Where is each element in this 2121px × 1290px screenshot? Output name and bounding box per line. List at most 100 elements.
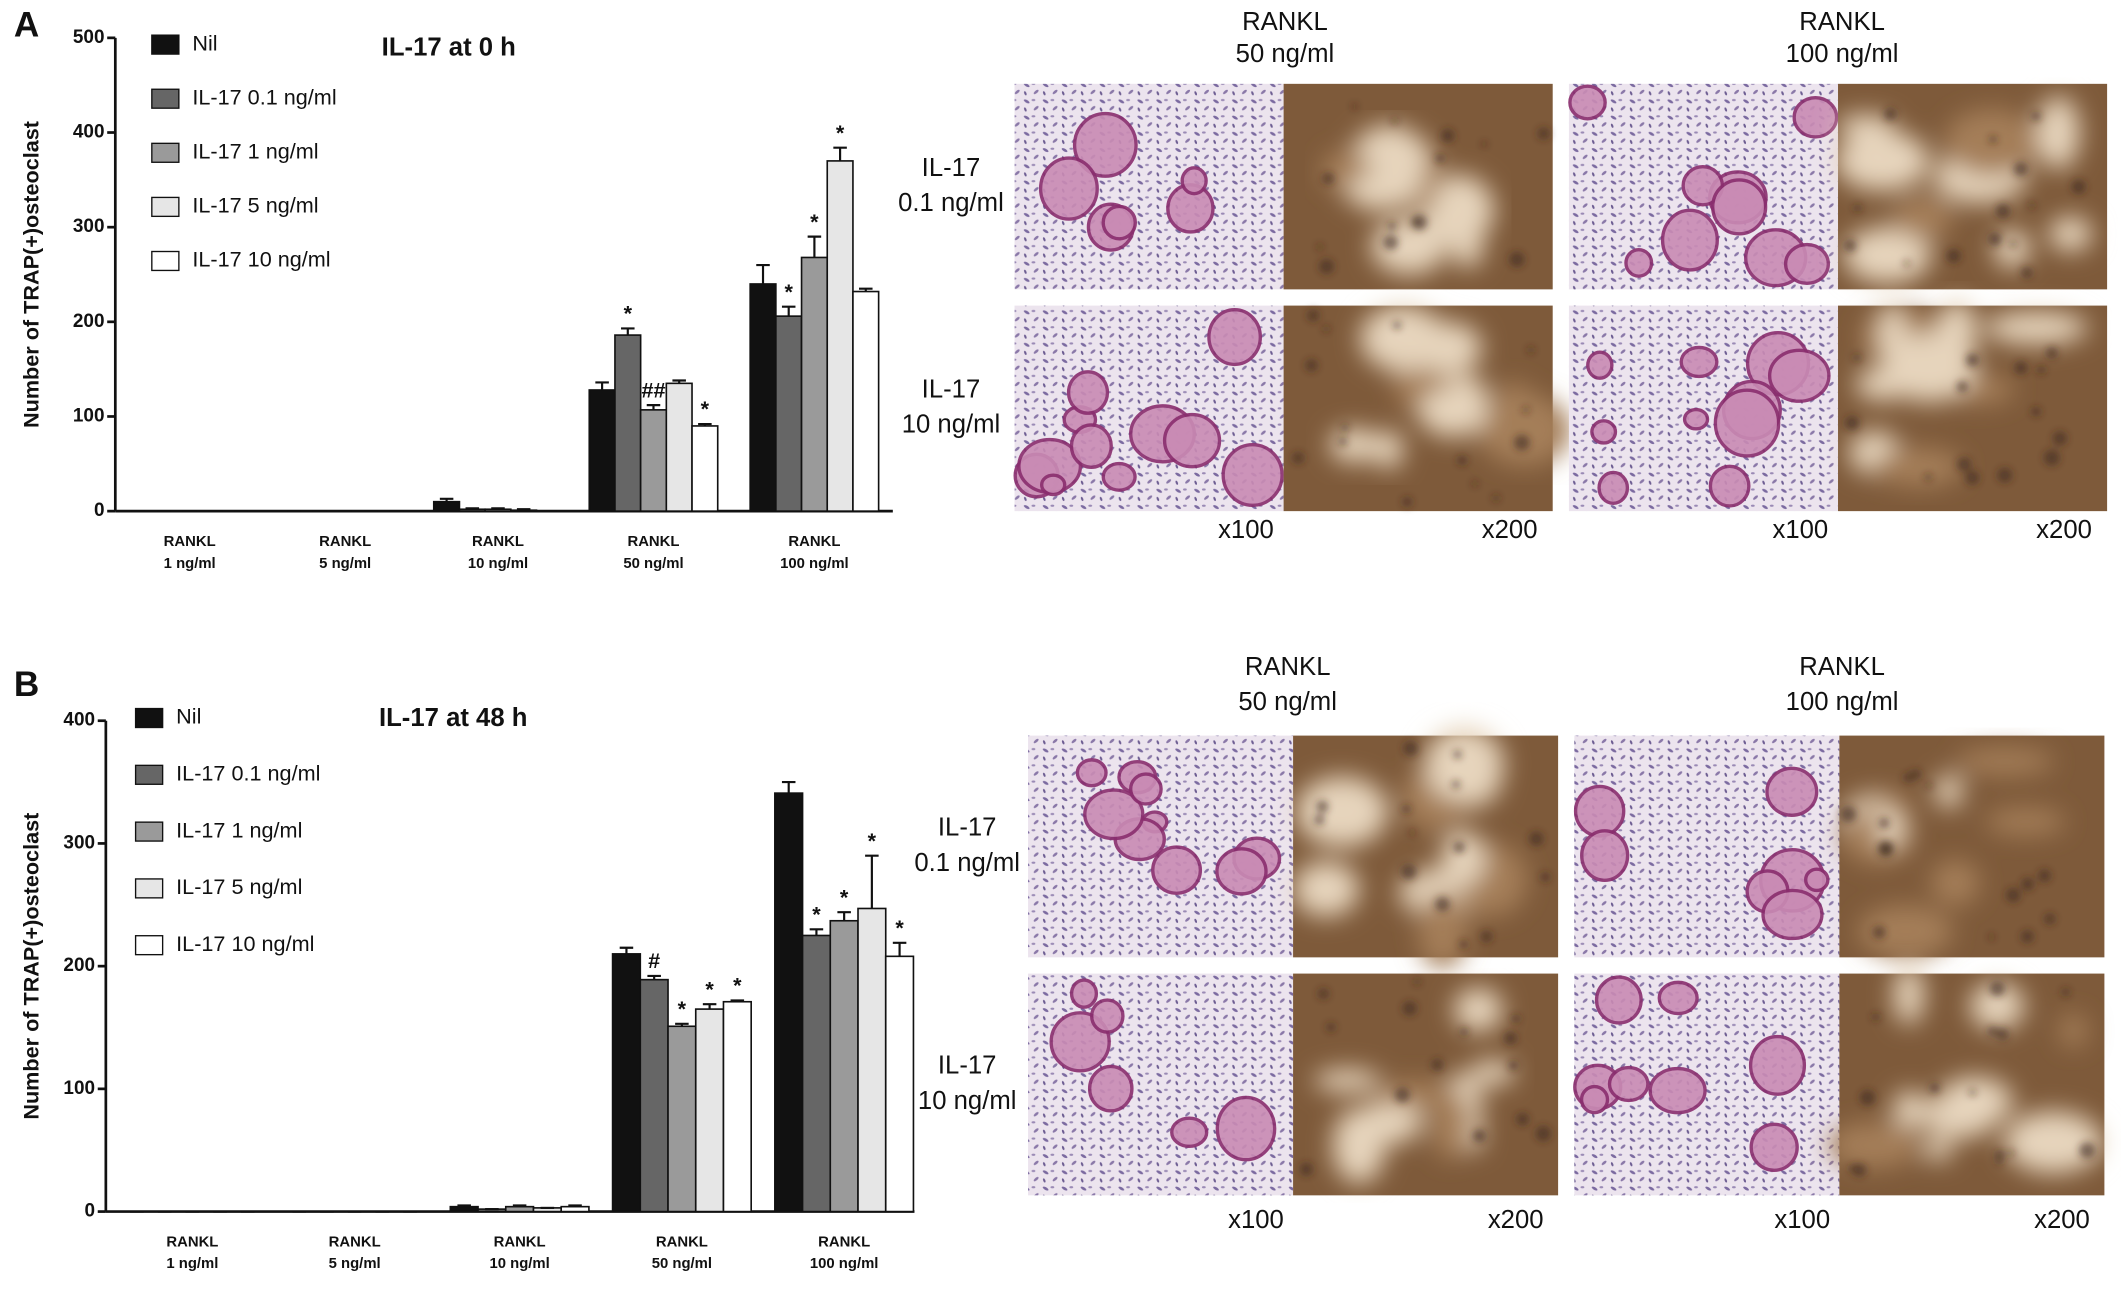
osteoclast (1568, 84, 1607, 121)
row-label: 10 ng/ml (918, 1087, 1017, 1115)
legend-label: IL-17 1 ng/ml (176, 817, 302, 842)
spots (1314, 740, 1551, 949)
resorption-pit (1430, 1089, 1471, 1160)
osteoclast (1039, 473, 1067, 497)
spot (1903, 260, 1910, 267)
bar (774, 792, 804, 1213)
bar (801, 934, 832, 1213)
spot (1453, 841, 1465, 853)
resorption-pit (1423, 174, 1495, 246)
legend-label: Nil (192, 30, 217, 55)
micrograph (1568, 300, 2108, 512)
spot (2006, 887, 2021, 903)
spot (1859, 1089, 1876, 1106)
resorption-pit (1875, 810, 1907, 848)
osteoclast (1128, 772, 1163, 806)
significance-mark: * (784, 279, 793, 304)
error-bar (457, 1204, 471, 1207)
spot (1537, 127, 1550, 140)
x-tick-label: 5 ng/ml (319, 556, 371, 572)
column-header: 100 ng/ml (1786, 40, 1899, 68)
spot (1307, 309, 1320, 322)
spot (1492, 494, 1500, 502)
spot (1435, 896, 1450, 912)
spot (2061, 988, 2070, 997)
spot (1529, 831, 1544, 846)
legend-label: IL-17 5 ng/ml (176, 874, 302, 899)
osteoclast (1682, 407, 1710, 431)
spot (1322, 172, 1335, 185)
resorption-pit (1329, 427, 1379, 463)
error-bar (465, 507, 480, 510)
row-label: IL-17 (938, 1052, 997, 1080)
panel-label: A (14, 5, 39, 44)
bar (852, 290, 880, 512)
osteoclast (1590, 419, 1618, 445)
column-header: 50 ng/ml (1238, 688, 1337, 716)
osteoclast (1083, 788, 1145, 841)
resorption-pit (1874, 447, 1963, 487)
spots (1844, 107, 2086, 279)
bar (691, 425, 719, 512)
spot (1459, 1027, 1469, 1036)
legend-swatch (151, 196, 180, 218)
osteoclast (1180, 166, 1208, 196)
pits (1827, 965, 2103, 1174)
spot (2046, 347, 2058, 359)
osteoclast (1624, 248, 1654, 278)
osteoclast (1713, 388, 1781, 458)
spot (2038, 869, 2051, 883)
spot (1341, 424, 1349, 432)
spot (2037, 365, 2046, 375)
bar (504, 1205, 535, 1213)
spot (1459, 940, 1468, 949)
resorption-pit (1441, 830, 1486, 887)
spot (1299, 1162, 1313, 1176)
y-tick-label: 400 (63, 710, 95, 731)
row-label: IL-17 (922, 154, 981, 182)
spot (1440, 129, 1455, 143)
osteoclast (1594, 975, 1643, 1025)
spot (1471, 480, 1478, 487)
magnification: x200 (1488, 1206, 1544, 1234)
pits (1314, 988, 1515, 1184)
significance-mark: * (812, 902, 821, 927)
osteoclast (1066, 370, 1110, 415)
x-tick-label: RANKL (166, 1235, 218, 1251)
magnification: x100 (1774, 1206, 1830, 1234)
osteoclast (1038, 156, 1099, 221)
spot (1351, 103, 1358, 110)
spot (1305, 359, 1318, 372)
legend-label: IL-17 0.1 ng/ml (176, 761, 320, 786)
spot (1844, 239, 1857, 252)
resorption-pit (1418, 387, 1488, 437)
spot (1409, 829, 1416, 836)
error-bar (647, 974, 661, 980)
spot (2079, 1142, 2096, 1159)
spot (2031, 111, 2041, 121)
bar (665, 382, 693, 512)
error-bar (865, 854, 879, 909)
error-bar (698, 422, 712, 426)
bar (614, 334, 642, 512)
osteoclast (1069, 978, 1099, 1009)
row-label: 0.1 ng/ml (914, 849, 1020, 877)
bar (639, 409, 668, 512)
osteoclast (1792, 96, 1839, 139)
x-tick-label: RANKL (329, 1235, 381, 1251)
osteoclast (1708, 464, 1751, 508)
error-bar (621, 327, 635, 336)
resorption-pit (1371, 218, 1447, 275)
osteoclast (1748, 1034, 1807, 1096)
significance-mark: * (624, 301, 633, 326)
spots (1848, 981, 2096, 1177)
osteoclast (1087, 1064, 1134, 1113)
resorption-pit (1471, 1059, 1515, 1086)
column-header: 50 ng/ml (1236, 40, 1335, 68)
error-bar (516, 508, 531, 511)
spot (1987, 1026, 1998, 1037)
osteoclast (1069, 423, 1113, 469)
spot (1903, 773, 1913, 783)
y-tick-label: 300 (73, 216, 105, 237)
osteoclast (1607, 1065, 1650, 1103)
